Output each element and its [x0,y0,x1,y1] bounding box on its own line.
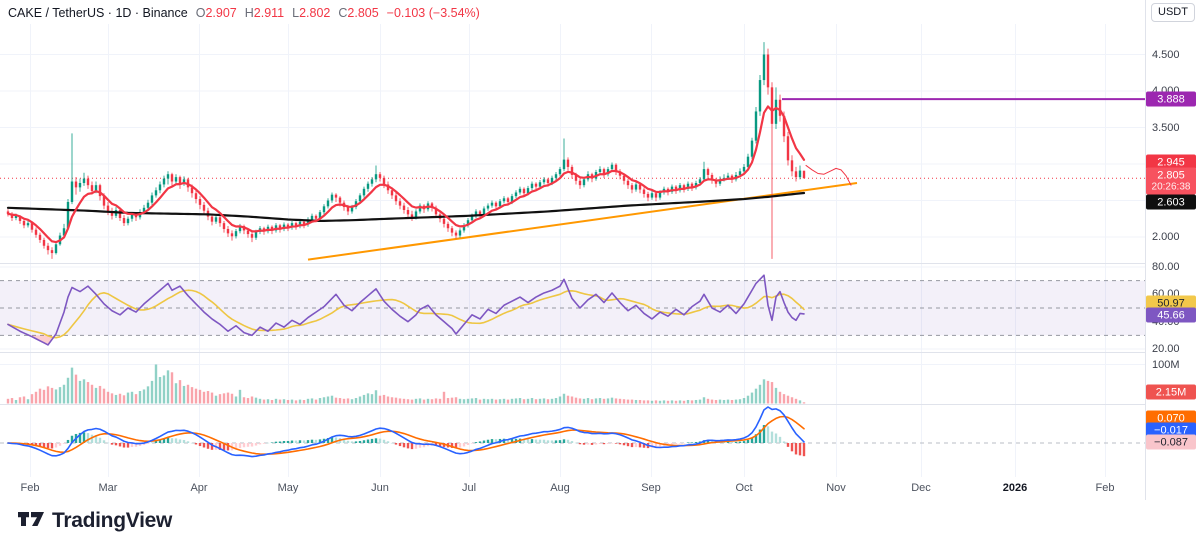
axis-badge-last-price: 2.805 20:26:38 [1146,167,1196,195]
tradingview-wordmark: TradingView [52,509,173,532]
axis-badge-macd-hist: −0.087 [1146,434,1196,450]
candles-layer [6,42,806,259]
macd-signal-orange-line [7,415,805,455]
time-axis-label-Feb: Feb [20,482,40,494]
axis-badge-ma-slow: 2.603 [1146,194,1196,210]
rsi-purple-line [7,274,805,346]
change-value: −0.103 (−3.54%) [386,6,480,20]
macd-histogram-layer [6,425,806,457]
time-axis-label-Apr: Apr [190,482,208,494]
axis-badge-volume: 2.15M [1146,384,1196,400]
time-axis-label-Dec: Dec [911,482,931,494]
currency-toggle-button[interactable]: USDT [1151,3,1195,22]
time-axis-label-Jun: Jun [371,482,389,494]
ma-fast-red-line [6,105,806,244]
ohlc-label-H: H [244,6,254,20]
axis-badge-rsi-ma: 50.97 [1146,295,1196,311]
ohlc-value-C: 2.805 [347,6,379,20]
tradingview-mark-icon [18,512,44,526]
axis-tick-80.00: 80.00 [1152,261,1180,273]
symbol-title[interactable]: CAKE / TetherUS · 1D · Binance [8,6,188,20]
chart-canvas[interactable] [0,0,1201,500]
axis-tick-100M: 100M [1152,358,1180,371]
axis-badge-level: 3.888 [1146,91,1196,107]
orange-trendline [307,181,858,261]
axis-badge-macd: −0.017 [1146,422,1196,438]
axis-tick-2.000: 2.000 [1152,231,1180,243]
time-axis-label-Feb: Feb [1095,482,1115,494]
ohlc-label-C: C [338,6,348,20]
time-axis-label-Oct: Oct [735,482,753,494]
tradingview-logo[interactable]: TradingView [18,509,172,533]
time-axis-label-Aug: Aug [550,482,570,494]
ohlc-value-O: 2.907 [205,6,237,20]
axis-badge-macd-signal: 0.070 [1146,410,1196,426]
axis-tick-4.500: 4.500 [1152,48,1180,61]
ohlc-value-L: 2.802 [299,6,331,20]
rsi-oversold-fill [32,335,52,345]
time-axis-label-Mar: Mar [98,482,118,494]
time-axis-label-May: May [277,482,299,494]
ohlc-value-H: 2.911 [253,6,285,20]
time-axis-label-Sep: Sep [641,482,661,494]
axis-tick-20.00: 20.00 [1152,343,1180,355]
axis-badge-rsi: 45.66 [1146,307,1196,323]
ohlc-label-O: O [195,6,206,20]
ohlc-label-L: L [292,6,300,20]
symbol-legend[interactable]: CAKE / TetherUS · 1D · Binance O2.907 H2.9… [8,6,480,20]
countdown-timer: 20:26:38 [1151,181,1191,192]
red-projection-line [805,164,852,186]
time-axis[interactable]: Feb Mar Apr May Jun Jul Aug Sep Oct Nov Dec 2026 Feb [0,477,1145,500]
axis-tick-3.500: 3.500 [1152,121,1180,134]
time-axis-label-Nov: Nov [826,482,846,494]
footer: TradingView [0,500,1201,546]
time-axis-label-Jul: Jul [461,482,477,494]
macd-blue-line [7,406,805,458]
time-axis-label-2026: 2026 [1002,482,1028,494]
ohlc-row: O2.907 H2.911 L2.802 C2.805 [188,6,379,20]
axis-badge-ma-fast: 2.945 [1146,154,1196,170]
volume-bars-layer [6,364,806,404]
